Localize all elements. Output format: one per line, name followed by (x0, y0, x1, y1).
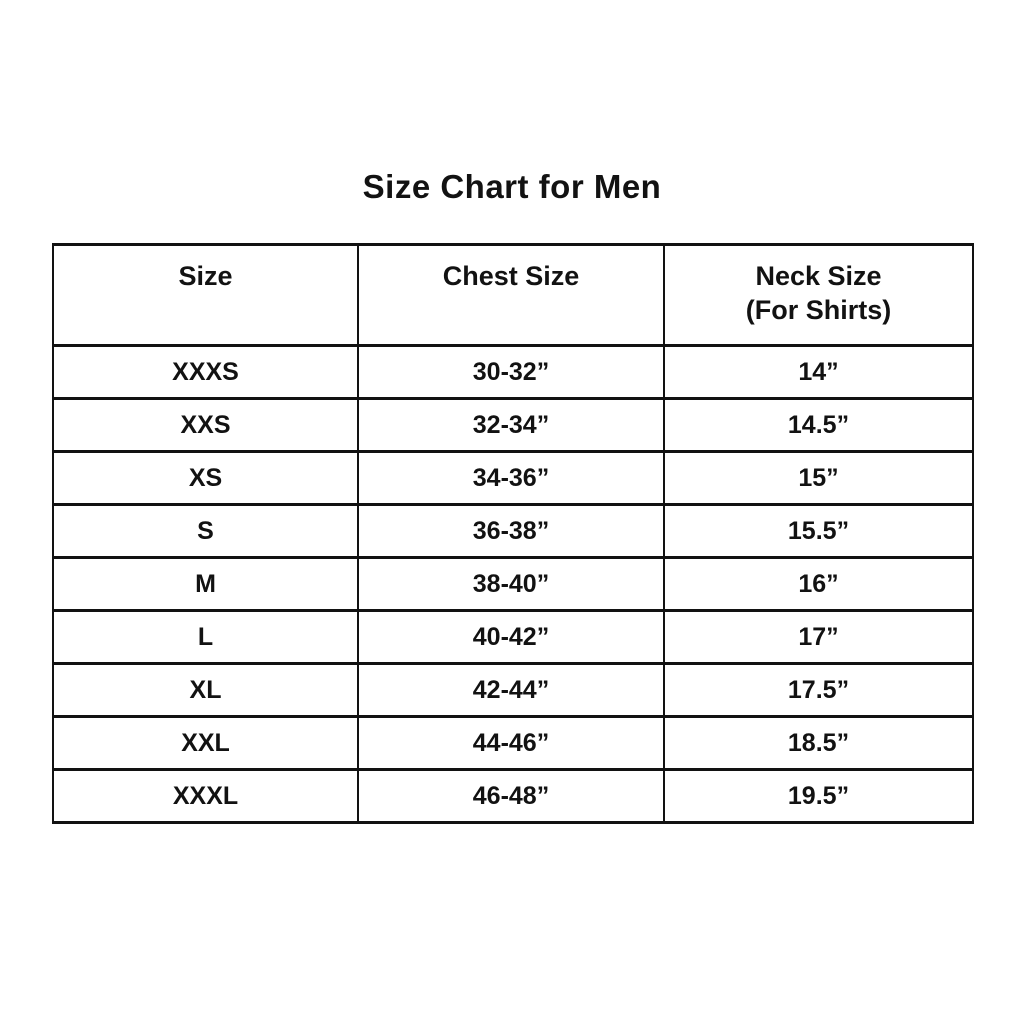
cell-size: XXXL (52, 768, 359, 824)
cell-chest-size: 40-42” (357, 609, 665, 665)
cell-neck-size: 16” (663, 556, 974, 612)
cell-neck-size: 19.5” (663, 768, 974, 824)
table-row: XXS 32-34” 14.5” (52, 397, 974, 453)
cell-chest-size: 46-48” (357, 768, 665, 824)
cell-chest-size: 32-34” (357, 397, 665, 453)
cell-chest-size: 30-32” (357, 344, 665, 400)
table-row: XXXS 30-32” 14” (52, 344, 974, 400)
cell-size: XS (52, 450, 359, 506)
cell-neck-size: 17” (663, 609, 974, 665)
size-chart-table: Size Chest Size Neck Size (For Shirts) X… (52, 243, 974, 824)
cell-chest-size: 36-38” (357, 503, 665, 559)
header-neck-size-line2: (For Shirts) (745, 295, 892, 325)
cell-neck-size: 14.5” (663, 397, 974, 453)
header-cell-size: Size (52, 243, 359, 347)
cell-size: S (52, 503, 359, 559)
cell-neck-size: 17.5” (663, 662, 974, 718)
cell-chest-size: 42-44” (357, 662, 665, 718)
cell-size: XXS (52, 397, 359, 453)
page-title: Size Chart for Men (362, 168, 662, 205)
table-row: XXXL 46-48” 19.5” (52, 768, 974, 824)
cell-chest-size: 38-40” (357, 556, 665, 612)
table-row: S 36-38” 15.5” (52, 503, 974, 559)
cell-size: M (52, 556, 359, 612)
table-row: XL 42-44” 17.5” (52, 662, 974, 718)
table-header-row: Size Chest Size Neck Size (For Shirts) (52, 243, 974, 347)
cell-size: XXXS (52, 344, 359, 400)
cell-chest-size: 44-46” (357, 715, 665, 771)
cell-size: XL (52, 662, 359, 718)
header-neck-size-line1: Neck Size (755, 261, 882, 291)
cell-neck-size: 14” (663, 344, 974, 400)
table-row: M 38-40” 16” (52, 556, 974, 612)
cell-chest-size: 34-36” (357, 450, 665, 506)
cell-neck-size: 18.5” (663, 715, 974, 771)
table-row: L 40-42” 17” (52, 609, 974, 665)
cell-neck-size: 15” (663, 450, 974, 506)
cell-size: L (52, 609, 359, 665)
cell-neck-size: 15.5” (663, 503, 974, 559)
header-cell-chest-size: Chest Size (357, 243, 665, 347)
cell-size: XXL (52, 715, 359, 771)
table-row: XXL 44-46” 18.5” (52, 715, 974, 771)
header-cell-neck-size: Neck Size (For Shirts) (663, 243, 974, 347)
table-row: XS 34-36” 15” (52, 450, 974, 506)
